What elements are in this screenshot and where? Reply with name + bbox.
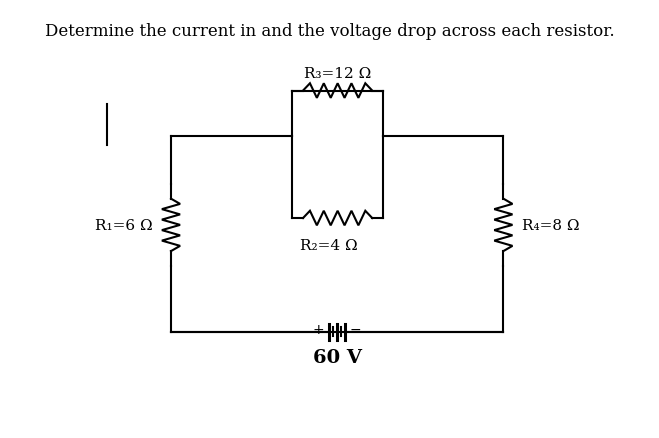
Text: −: − (350, 322, 362, 336)
Text: +: + (313, 322, 324, 336)
Text: R₄=8 Ω: R₄=8 Ω (522, 219, 579, 232)
Text: R₃=12 Ω: R₃=12 Ω (304, 67, 371, 81)
Text: Determine the current in and the voltage drop across each resistor.: Determine the current in and the voltage… (45, 23, 614, 40)
Text: R₁=6 Ω: R₁=6 Ω (95, 219, 152, 232)
Text: R₂=4 Ω: R₂=4 Ω (300, 239, 357, 253)
Text: 60 V: 60 V (312, 349, 362, 367)
